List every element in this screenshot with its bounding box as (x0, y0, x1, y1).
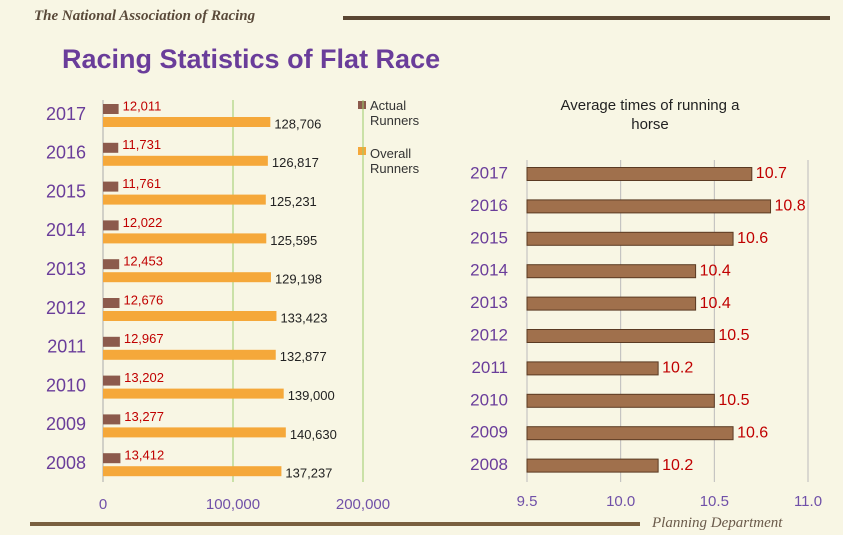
value-label: 125,595 (270, 233, 317, 248)
y-tick-label: 2009 (470, 423, 508, 442)
bar (103, 272, 271, 283)
value-label: 10.2 (662, 360, 693, 377)
y-tick-label: 2017 (470, 163, 508, 182)
bar (103, 298, 120, 308)
bar (103, 155, 268, 166)
value-label: 10.4 (700, 295, 731, 312)
bar (526, 296, 697, 311)
bar (103, 194, 266, 205)
bar (526, 329, 715, 343)
value-label: 12,676 (123, 292, 163, 307)
value-label: 139,000 (288, 388, 335, 403)
bar (103, 388, 284, 399)
value-label: 10.5 (718, 392, 749, 409)
value-label: 12,011 (123, 98, 162, 113)
bar (103, 181, 119, 192)
y-tick-label: 2010 (470, 390, 508, 409)
value-label: 10.6 (737, 424, 768, 441)
bar (526, 458, 659, 473)
y-tick-label: 2012 (46, 298, 86, 318)
value-label: 10.8 (775, 198, 806, 215)
legend-swatch (358, 147, 366, 155)
bar (103, 453, 121, 464)
bar (103, 233, 267, 244)
bar (526, 167, 753, 181)
value-label: 10.6 (737, 230, 768, 247)
y-tick-label: 2011 (47, 337, 86, 357)
y-tick-label: 2017 (46, 104, 86, 124)
value-label: 13,412 (124, 448, 164, 463)
value-label: 10.2 (662, 457, 693, 474)
value-label: 10.7 (756, 165, 787, 182)
bar (103, 466, 282, 477)
value-label: 125,231 (270, 194, 317, 209)
bar (526, 231, 734, 246)
value-label: 11,761 (122, 176, 161, 191)
y-tick-label: 2016 (470, 196, 508, 215)
slide-title: Racing Statistics of Flat Race (62, 44, 441, 74)
value-label: 137,237 (285, 466, 332, 481)
y-tick-label: 2013 (46, 259, 86, 279)
bar (526, 199, 772, 214)
bar (526, 264, 697, 279)
y-tick-label: 2011 (471, 358, 508, 377)
bar (103, 259, 120, 270)
y-tick-label: 2014 (470, 261, 508, 280)
bar (103, 349, 276, 360)
value-label: 133,423 (280, 310, 327, 325)
x-tick-label: 10.5 (700, 493, 729, 510)
x-tick-label: 10.0 (606, 493, 635, 510)
x-tick-label: 100,000 (206, 496, 260, 513)
value-label: 132,877 (280, 349, 327, 364)
bar (103, 117, 271, 127)
value-label: 10.4 (700, 262, 731, 279)
y-tick-label: 2015 (470, 228, 508, 247)
legend-swatch (358, 101, 366, 109)
bar (103, 414, 121, 425)
y-tick-label: 2015 (46, 181, 86, 201)
x-tick-label: 0 (99, 496, 107, 513)
value-label: 11,731 (122, 137, 161, 152)
y-tick-label: 2008 (46, 453, 86, 473)
bar (103, 427, 286, 438)
x-tick-label: 11.0 (794, 493, 822, 510)
value-label: 12,022 (123, 215, 163, 230)
bar (103, 104, 119, 114)
x-tick-label: 200,000 (336, 496, 390, 513)
bar (526, 426, 734, 441)
value-label: 126,817 (272, 155, 319, 170)
footer-text: Planning Department (652, 515, 783, 531)
y-tick-label: 2014 (46, 220, 86, 240)
y-tick-label: 2016 (46, 143, 86, 163)
value-label: 140,630 (290, 427, 337, 442)
bar (103, 220, 119, 231)
y-tick-label: 2012 (470, 325, 508, 344)
bar (103, 311, 277, 321)
bar (103, 375, 121, 386)
header-text: The National Association of Racing (34, 8, 256, 24)
y-tick-label: 2009 (46, 414, 86, 434)
bar (526, 361, 659, 376)
bar (526, 393, 715, 408)
value-label: 13,277 (124, 409, 164, 424)
value-label: 12,453 (123, 254, 163, 269)
value-label: 128,706 (274, 116, 321, 131)
bar (103, 336, 120, 347)
value-label: 129,198 (275, 272, 322, 287)
bar (103, 142, 119, 153)
y-tick-label: 2013 (470, 293, 508, 312)
value-label: 13,202 (124, 370, 164, 385)
legend-label: Actual Runners (370, 98, 420, 128)
y-tick-label: 2010 (46, 375, 86, 395)
value-label: 10.5 (718, 327, 749, 344)
legend-label: Overall Runners (370, 146, 420, 176)
x-tick-label: 9.5 (517, 493, 538, 510)
y-tick-label: 2008 (470, 455, 508, 474)
chart-title: Average times of running a horse (560, 97, 740, 133)
value-label: 12,967 (124, 331, 164, 346)
